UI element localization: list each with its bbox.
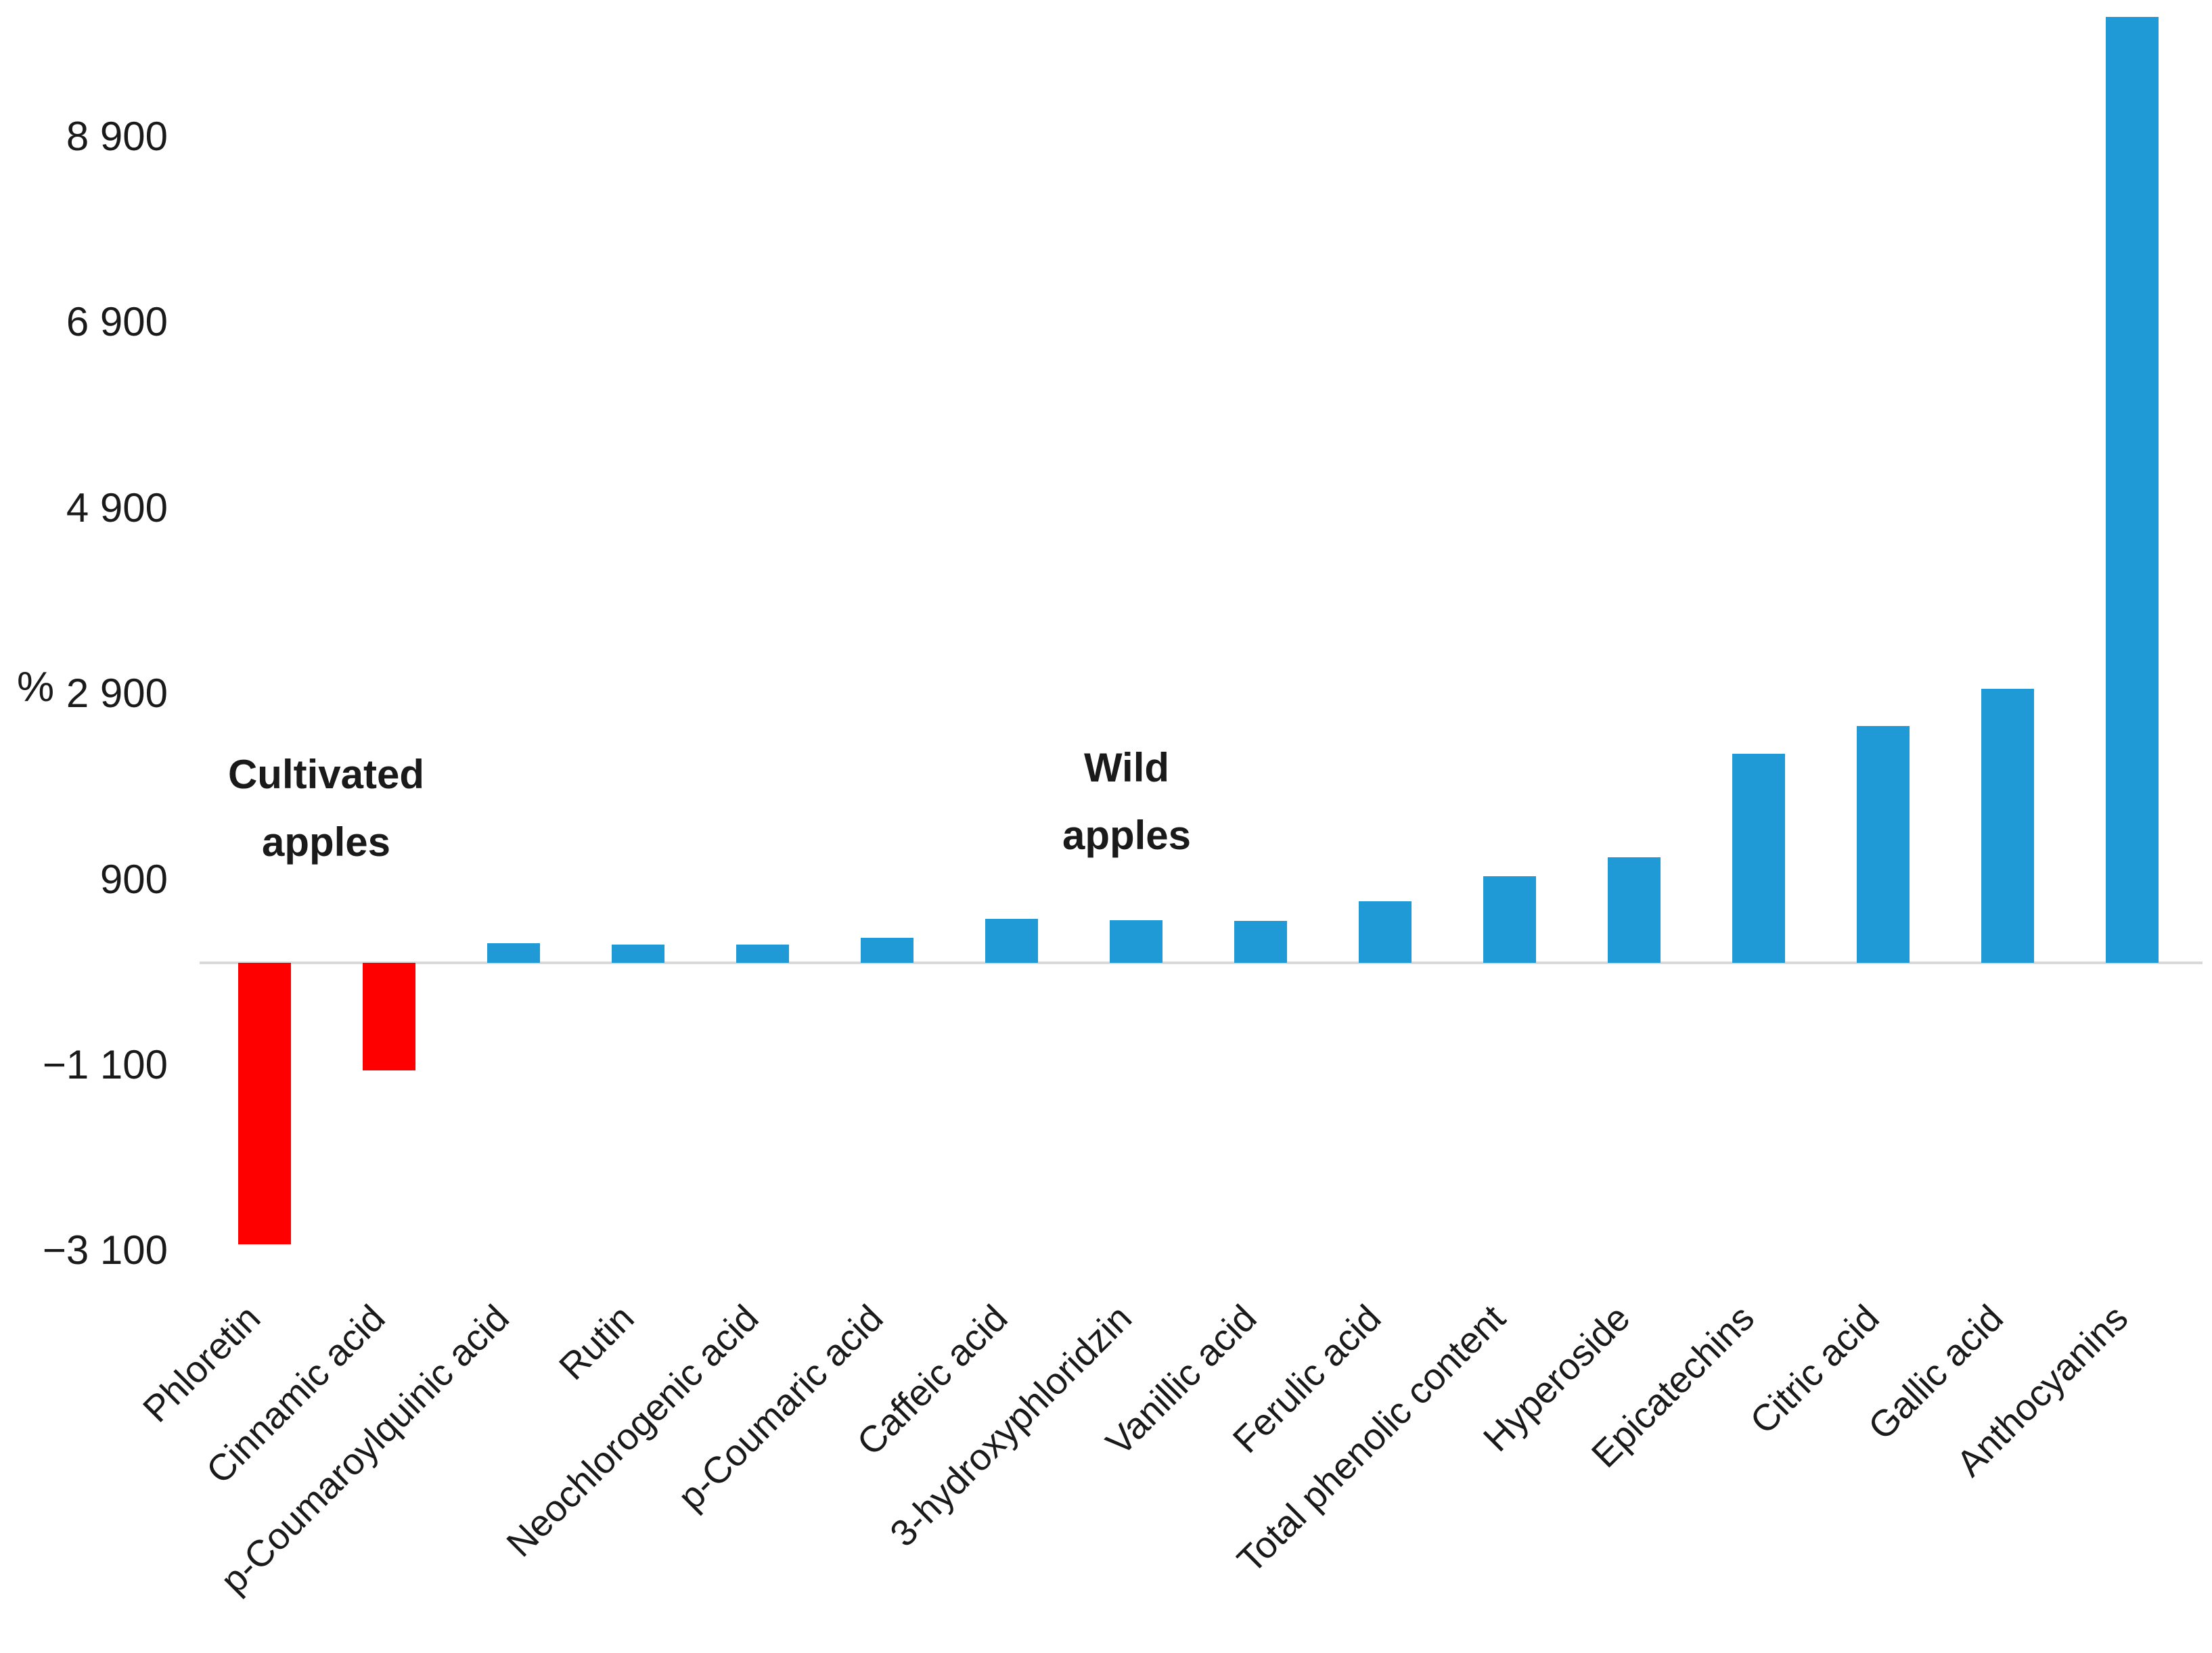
annotation-line: apples [1062, 813, 1192, 858]
y-tick-label-4-900: 4 900 [66, 484, 168, 530]
annotation-wild-apples: Wild apples [924, 734, 1330, 869]
y-axis-title: % [17, 664, 55, 710]
bar-cinnamic-acid [363, 963, 415, 1071]
bar-p-coumaric-acid [861, 937, 913, 963]
bar-rutin [612, 944, 664, 963]
y-tick-label-8-900: 8 900 [66, 113, 168, 159]
bar-citric-acid [1857, 726, 1910, 963]
bar-neochlorogenic-acid [736, 944, 789, 963]
x-label-3-hydroxyphloridzin: 3-hydroxyphloridzin [882, 1296, 1140, 1555]
x-axis-line [200, 961, 2203, 964]
bar-gallic-acid [1981, 689, 2034, 963]
bar-anthocyanins [2106, 16, 2159, 963]
y-tick-label-6-900: 6 900 [66, 299, 168, 345]
bar-phloretin [238, 963, 291, 1244]
y-tick-label-3-100: −3 100 [42, 1227, 168, 1273]
bar-vanillic-acid [1234, 921, 1287, 963]
annotation-line: Wild [1083, 745, 1170, 790]
bar-p-coumaroylquinic-acid [487, 943, 540, 963]
y-tick-label-900: 900 [99, 856, 168, 902]
bar-hyperoside [1608, 857, 1661, 963]
annotation-line: Cultivated [227, 752, 425, 797]
annotation-line: apples [261, 819, 391, 865]
bar-epicatechins [1732, 754, 1785, 963]
y-tick-label-1-100: −1 100 [42, 1041, 168, 1087]
annotation-cultivated-apples: Cultivated apples [123, 741, 529, 876]
x-label-rutin: Rutin [550, 1296, 642, 1388]
bar-ferulic-acid [1359, 901, 1412, 963]
bar-3-hydroxyphloridzin [1110, 920, 1163, 963]
bar-caffeic-acid [985, 918, 1038, 963]
bar-total-phenolic-content [1483, 876, 1536, 963]
y-tick-label-2-900: 2 900 [66, 671, 168, 717]
